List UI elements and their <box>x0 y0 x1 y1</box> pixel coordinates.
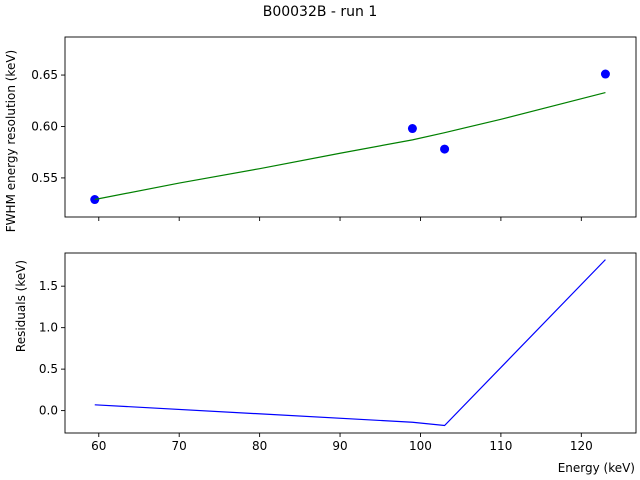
bottom-xtick-label-2: 80 <box>252 439 267 453</box>
bottom-ytick-label-3: 1.5 <box>39 279 58 293</box>
top-ytick-label-1: 0.60 <box>31 119 58 133</box>
bottom-xtick-label-4: 100 <box>409 439 432 453</box>
bottom-xtick-label-1: 70 <box>172 439 187 453</box>
bottom-ylabel: Residuals (keV) <box>14 260 28 352</box>
top-data-point-0 <box>90 195 100 205</box>
bottom-xtick-label-6: 120 <box>570 439 593 453</box>
bottom-xtick-label-5: 110 <box>489 439 512 453</box>
bottom-ytick-label-0: 0.0 <box>39 404 58 418</box>
bottom-ytick-label-1: 0.5 <box>39 362 58 376</box>
bottom-xtick-label-3: 90 <box>332 439 347 453</box>
bottom-xtick-label-0: 60 <box>91 439 106 453</box>
top-series-line-1 <box>94 91 606 201</box>
chart-title: B00032B - run 1 <box>263 4 378 20</box>
top-ytick-label-2: 0.65 <box>31 68 58 82</box>
bottom-series-line-0 <box>94 259 606 427</box>
top-ytick-label-0: 0.55 <box>31 171 58 185</box>
top-data-point-3 <box>600 69 610 79</box>
bottom-ytick-label-2: 1.0 <box>39 321 58 335</box>
top-ylabel: FWHM energy resolution (keV) <box>4 50 18 232</box>
top-axes-frame <box>64 36 637 218</box>
bottom-axes: 60 70 80 90 100 110 120 0.0 0.5 1.0 1.5 <box>39 252 637 453</box>
top-axes: 0.55 0.60 0.65 <box>31 36 637 221</box>
bottom-axes-frame <box>64 252 637 434</box>
bottom-xlabel: Energy (keV) <box>558 461 635 475</box>
top-data-point-2 <box>440 144 450 154</box>
top-data-point-1 <box>407 124 417 134</box>
